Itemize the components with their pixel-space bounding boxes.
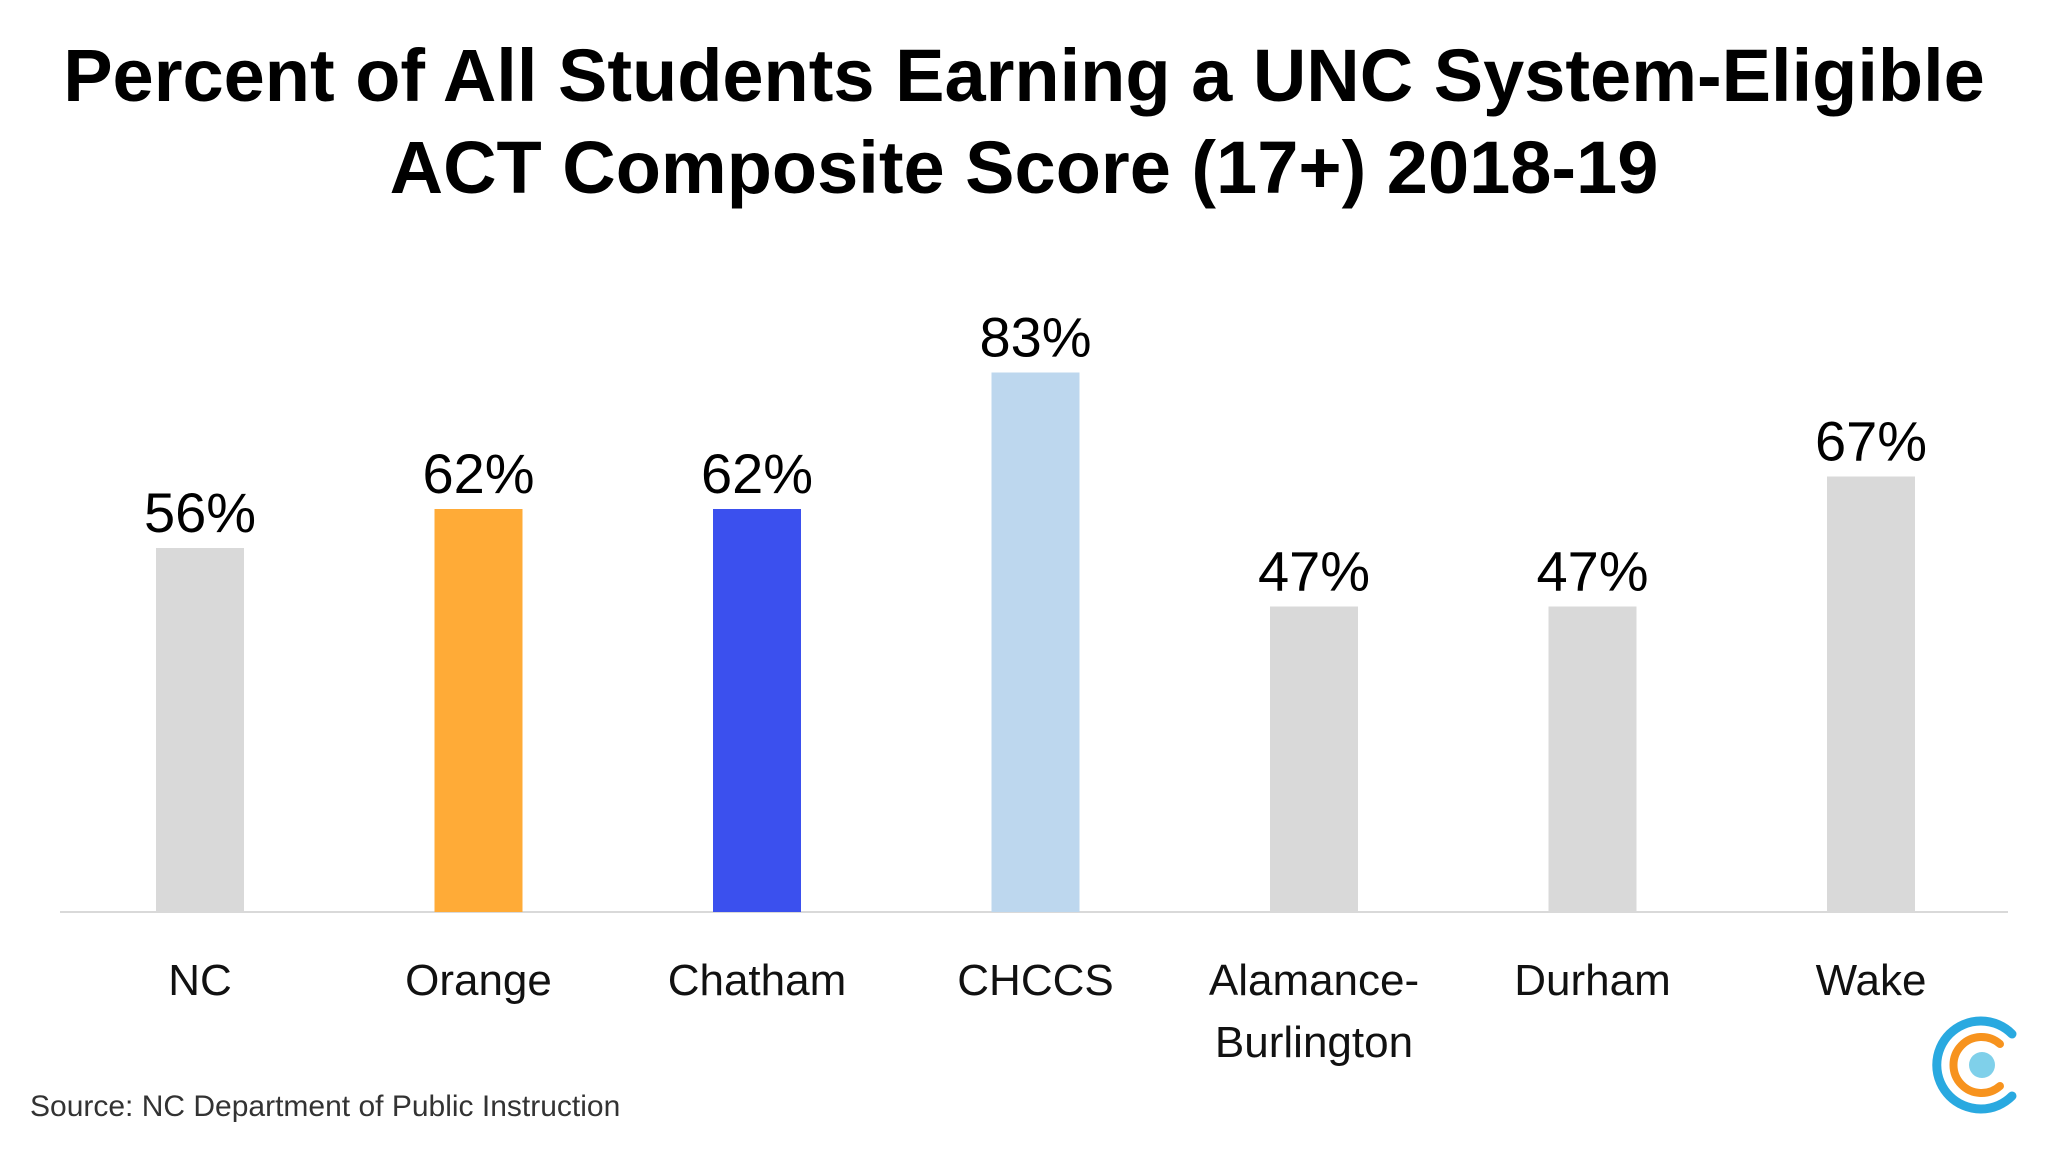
bar-value-label-4: 47% <box>1258 540 1370 603</box>
bar-2 <box>713 509 801 912</box>
bar-5 <box>1548 606 1637 912</box>
category-label-2: Chatham <box>668 956 847 1005</box>
category-label-0: NC <box>168 956 232 1005</box>
category-label-1: Orange <box>405 956 552 1005</box>
bar-value-label-3: 83% <box>979 306 1091 369</box>
bar-value-label-2: 62% <box>701 442 813 505</box>
bar-0 <box>156 548 244 912</box>
concentric-circles-logo-icon <box>1932 1016 2017 1114</box>
category-label-5: Durham <box>1514 956 1671 1005</box>
bar-4 <box>1270 606 1358 912</box>
bar-6 <box>1827 476 1915 912</box>
bar-3 <box>991 372 1080 912</box>
chart-title: Percent of All Students Earning a UNC Sy… <box>0 30 2048 214</box>
bar-value-label-5: 47% <box>1536 540 1648 603</box>
chart-title-line-1: Percent of All Students Earning a UNC Sy… <box>63 34 1985 117</box>
category-label-3: CHCCS <box>957 956 1113 1005</box>
bar-1 <box>434 509 523 912</box>
source-note: Source: NC Department of Public Instruct… <box>30 1090 621 1123</box>
category-label-6: Wake <box>1816 956 1927 1005</box>
bar-value-label-6: 67% <box>1815 410 1927 473</box>
logo-middle-arc <box>1949 1033 2004 1097</box>
category-label-4-line-1: Burlington <box>1215 1018 1413 1067</box>
bar-value-label-0: 56% <box>144 481 256 544</box>
logo-outer-arc <box>1932 1016 2017 1114</box>
logo-center-dot <box>1969 1052 1995 1078</box>
category-label-4-line-0: Alamance- <box>1209 956 1419 1005</box>
chart-title-line-2: ACT Composite Score (17+) 2018-19 <box>389 126 1659 209</box>
bar-value-label-1: 62% <box>422 442 534 505</box>
